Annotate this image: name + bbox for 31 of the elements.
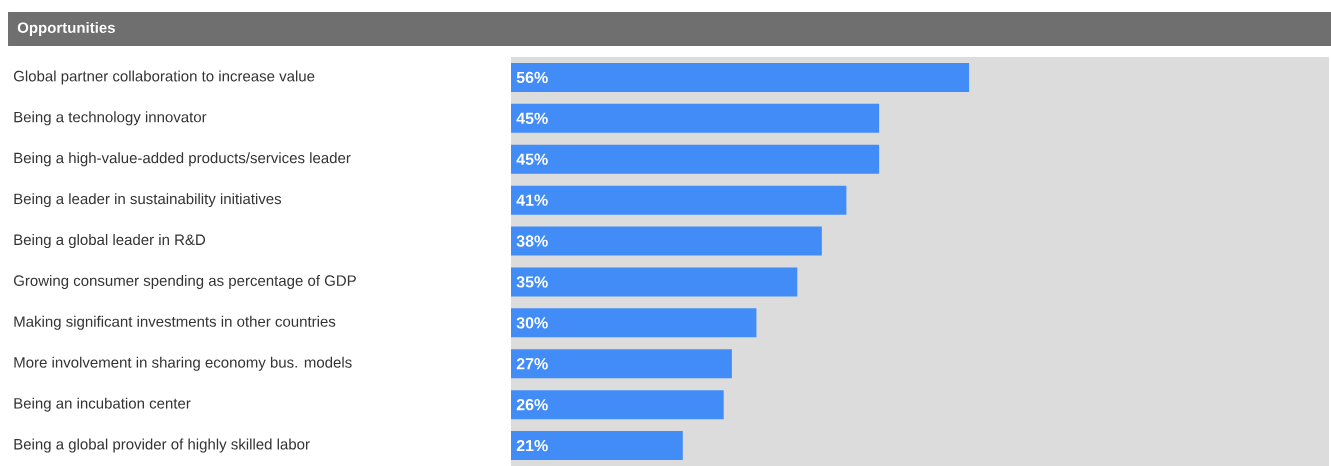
y-tick-label: Being a high-value-added products/services leader	[14, 152, 351, 167]
bar	[511, 349, 732, 379]
data-label: 41%	[516, 194, 548, 206]
bar	[511, 226, 822, 256]
data-label: 45%	[516, 112, 548, 124]
y-tick-label: Being a technology innovator	[14, 111, 207, 126]
data-label: 56%	[516, 71, 548, 84]
y-tick-label: Growing consumer spending as percentage of GDP	[13, 274, 356, 289]
y-tick-label: Global partner collaboration to increase value	[13, 70, 315, 85]
bar	[511, 144, 880, 174]
data-label: 21%	[516, 439, 548, 452]
data-label: 26%	[516, 398, 548, 411]
data-label: 38%	[516, 235, 548, 247]
data-label: 30%	[516, 317, 548, 329]
data-label: 35%	[516, 276, 548, 288]
data-label: 45%	[516, 153, 548, 165]
data-label: 27%	[516, 358, 548, 370]
y-tick-label: Being an incubation center	[14, 397, 191, 412]
y-tick-label: More involvement in sharing economy bus. models	[14, 356, 352, 371]
y-tick-label: Being a leader in sustainability initiatives	[14, 193, 282, 208]
y-tick-label: Making significant investments in other countries	[14, 315, 336, 330]
y-tick-label: Being a global leader in R&D	[14, 234, 206, 249]
text: Opportunities	[17, 21, 115, 36]
bar	[511, 431, 683, 461]
bar	[511, 267, 798, 297]
bar	[511, 62, 970, 92]
y-tick-label: Being a global provider of highly skilled labor	[14, 438, 310, 453]
bar	[511, 390, 724, 420]
bar	[511, 185, 847, 215]
bar	[511, 308, 757, 338]
bar	[511, 103, 880, 133]
